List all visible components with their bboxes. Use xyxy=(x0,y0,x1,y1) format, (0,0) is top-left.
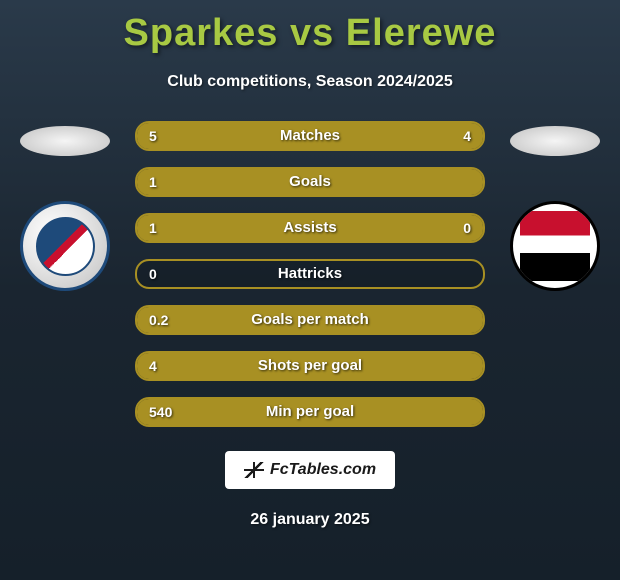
club-badge-right xyxy=(510,201,600,291)
stat-bars: 5Matches41Goals1Assists00Hattricks0.2Goa… xyxy=(120,121,500,443)
bar-label: Hattricks xyxy=(137,261,483,287)
bar-label: Goals per match xyxy=(137,307,483,333)
stat-bar: 0.2Goals per match xyxy=(135,305,485,335)
bar-label: Min per goal xyxy=(137,399,483,425)
bar-label: Assists xyxy=(137,215,483,241)
bar-label: Matches xyxy=(137,123,483,149)
fctables-logo: FcTables.com xyxy=(225,451,395,489)
right-side xyxy=(500,121,610,443)
player-avatar-left xyxy=(20,126,110,156)
date-label: 26 january 2025 xyxy=(0,511,620,529)
chart-icon xyxy=(244,462,264,478)
comparison-content: 5Matches41Goals1Assists00Hattricks0.2Goa… xyxy=(0,121,620,443)
stat-bar: 4Shots per goal xyxy=(135,351,485,381)
bar-value-right: 4 xyxy=(463,123,471,149)
stat-bar: 1Assists0 xyxy=(135,213,485,243)
left-side xyxy=(10,121,120,443)
logo-text: FcTables.com xyxy=(270,461,376,479)
bar-label: Shots per goal xyxy=(137,353,483,379)
player-avatar-right xyxy=(510,126,600,156)
stat-bar: 0Hattricks xyxy=(135,259,485,289)
bar-label: Goals xyxy=(137,169,483,195)
bar-value-right: 0 xyxy=(463,215,471,241)
club-badge-left xyxy=(20,201,110,291)
stat-bar: 5Matches4 xyxy=(135,121,485,151)
subtitle: Club competitions, Season 2024/2025 xyxy=(0,73,620,91)
stat-bar: 1Goals xyxy=(135,167,485,197)
page-title: Sparkes vs Elerewe xyxy=(0,0,620,55)
stat-bar: 540Min per goal xyxy=(135,397,485,427)
